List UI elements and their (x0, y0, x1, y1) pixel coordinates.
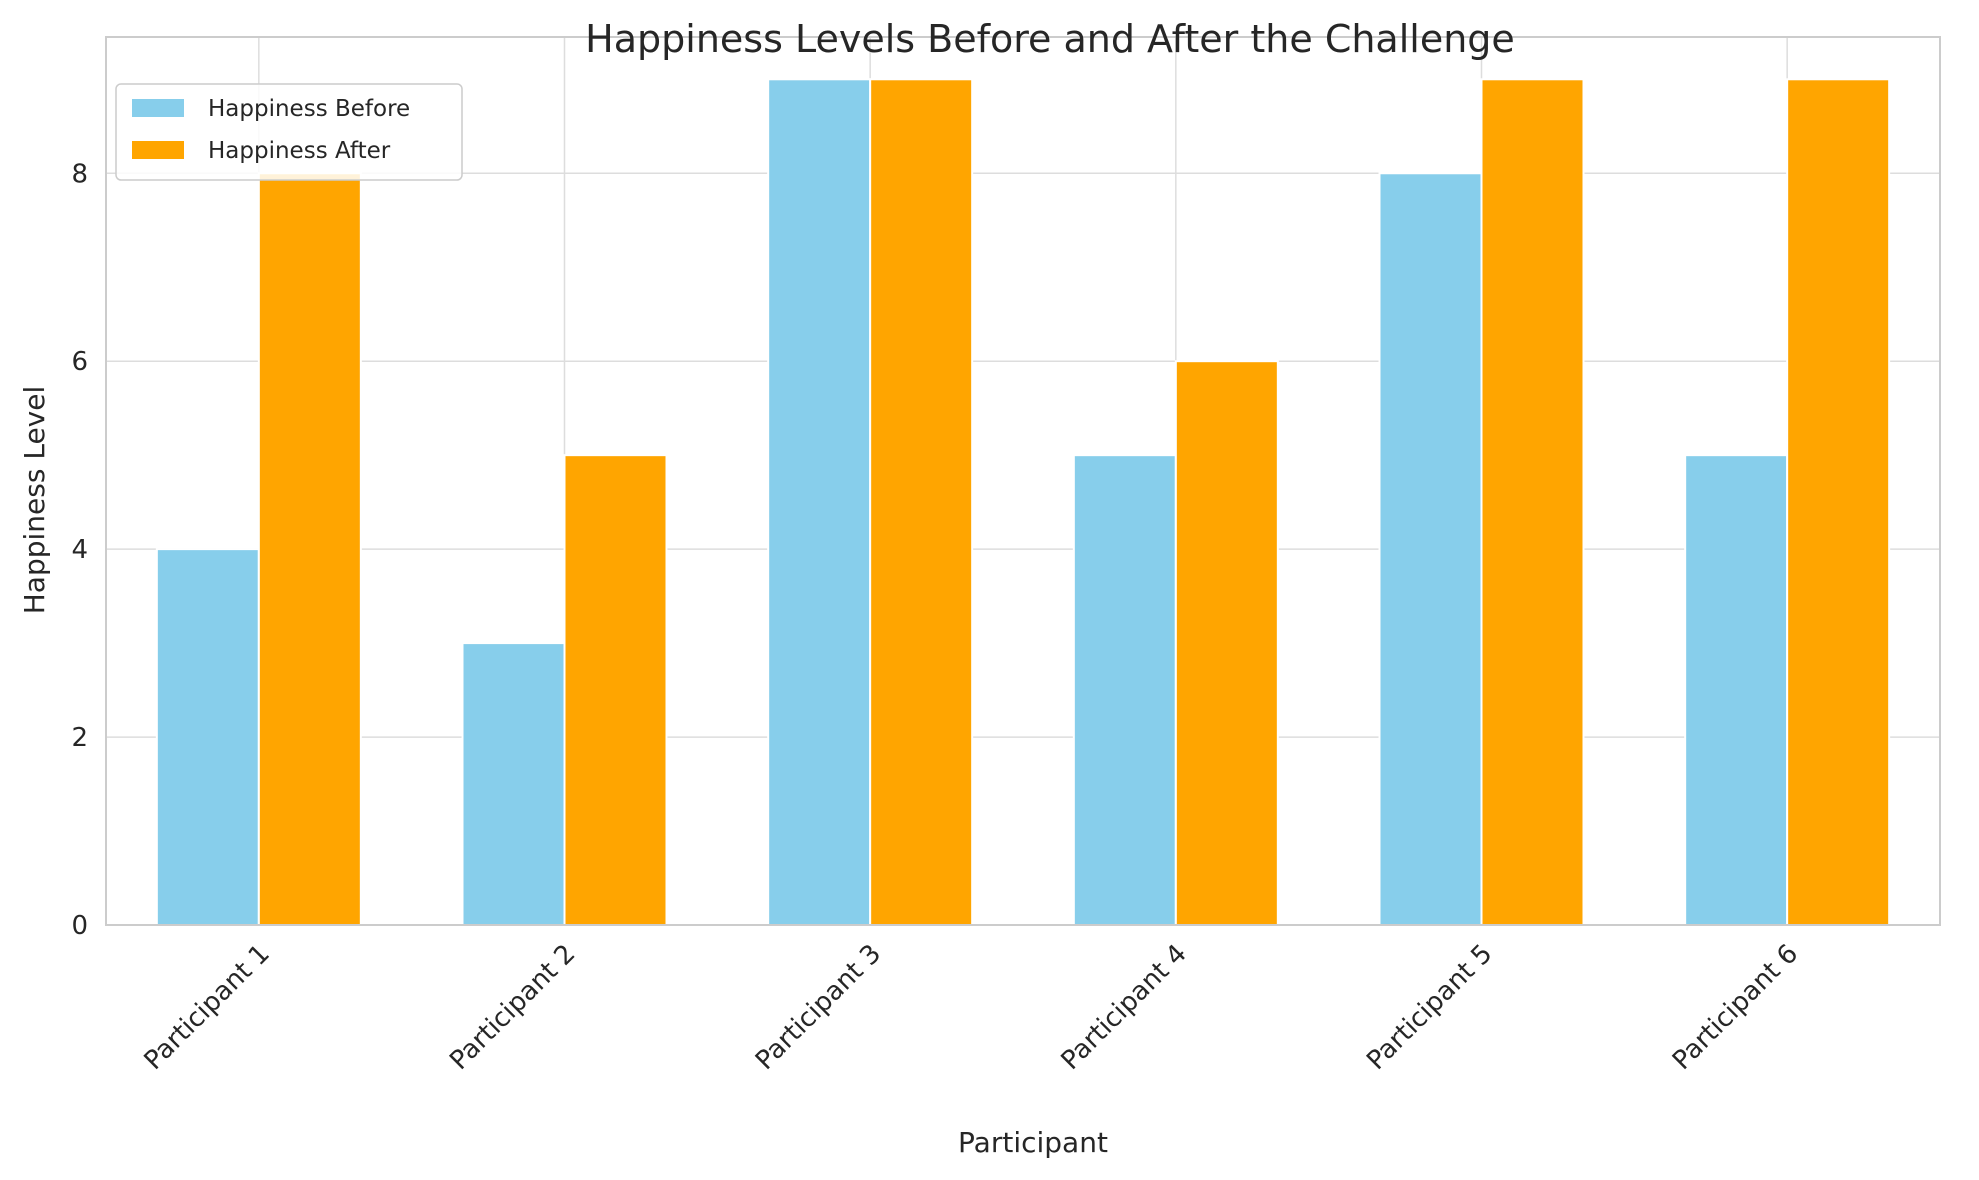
bar-after-3 (869, 78, 974, 927)
bar-after-1 (257, 172, 362, 926)
chart-title: Happiness Levels Before and After the Ch… (585, 17, 1515, 61)
y-tick-labels: 0 2 4 6 8 (71, 159, 88, 941)
legend-label-after: Happiness After (208, 138, 391, 164)
y-axis-label: Happiness Level (18, 386, 51, 615)
bar-after-6 (1786, 78, 1891, 927)
bar-after-5 (1480, 78, 1585, 927)
y-tick-label: 4 (71, 535, 88, 565)
legend-frame (115, 83, 463, 181)
bar-before-2 (461, 642, 566, 926)
bar-before-5 (1378, 172, 1483, 926)
bar-before-6 (1684, 454, 1789, 926)
y-tick-label: 6 (71, 347, 88, 377)
bar-before-1 (155, 548, 260, 927)
legend-swatch-before (132, 99, 184, 117)
legend: Happiness Before Happiness After (115, 83, 463, 181)
bar-before-3 (767, 78, 872, 927)
bar-after-4 (1174, 360, 1279, 926)
y-tick-label: 2 (71, 723, 88, 753)
plot-frame (105, 36, 1941, 926)
bars (155, 78, 1891, 927)
y-tick-label: 0 (71, 911, 88, 941)
bar-after-2 (563, 454, 668, 926)
bar-before-4 (1072, 454, 1177, 926)
legend-label-before: Happiness Before (208, 96, 410, 122)
legend-swatch-after (132, 141, 184, 159)
x-axis-label: Participant (958, 1126, 1108, 1159)
y-tick-label: 8 (71, 159, 88, 189)
